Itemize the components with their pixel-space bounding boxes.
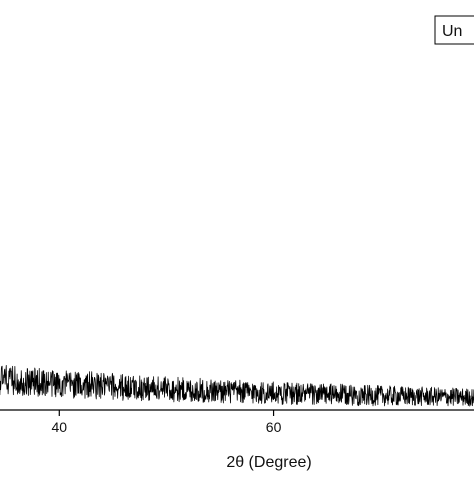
legend-box	[434, 15, 474, 45]
plot-area: 40 60	[0, 365, 474, 435]
series-line-un	[0, 365, 474, 407]
legend: Un	[434, 15, 474, 45]
x-axis-label: 2θ (Degree)	[226, 454, 311, 471]
legend-entry: Un	[442, 23, 462, 40]
x-tick-label-60: 60	[266, 419, 282, 435]
x-tick-label-40: 40	[51, 419, 67, 435]
